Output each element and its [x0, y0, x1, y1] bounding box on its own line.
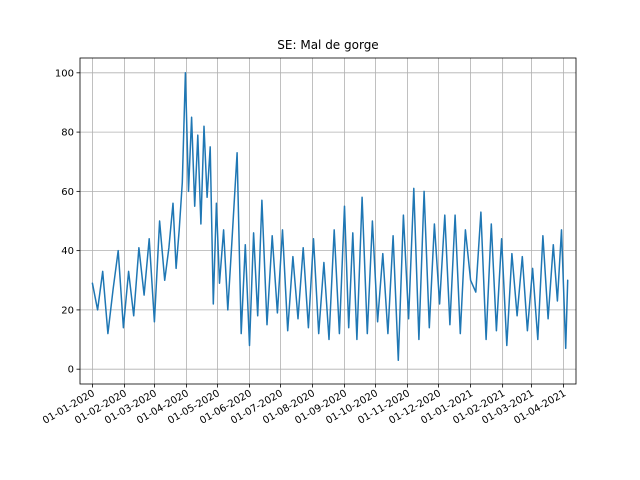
x-axis: 01-01-202001-02-202001-03-202001-04-2020… [41, 384, 568, 427]
y-tick-label: 20 [61, 305, 74, 316]
series-layer [91, 72, 569, 362]
y-tick-label: 80 [61, 128, 74, 139]
y-tick-label: 100 [55, 68, 74, 79]
grid-lines [80, 58, 576, 384]
series-line-0 [91, 72, 569, 362]
plot-frame [79, 57, 577, 385]
chart-title: SE: Mal de gorge [277, 38, 378, 52]
y-axis: 0 20 40 60 80 100 [55, 68, 80, 376]
y-tick-label: 60 [61, 187, 74, 198]
y-tick-label: 0 [68, 365, 74, 376]
y-tick-label: 40 [61, 246, 74, 257]
